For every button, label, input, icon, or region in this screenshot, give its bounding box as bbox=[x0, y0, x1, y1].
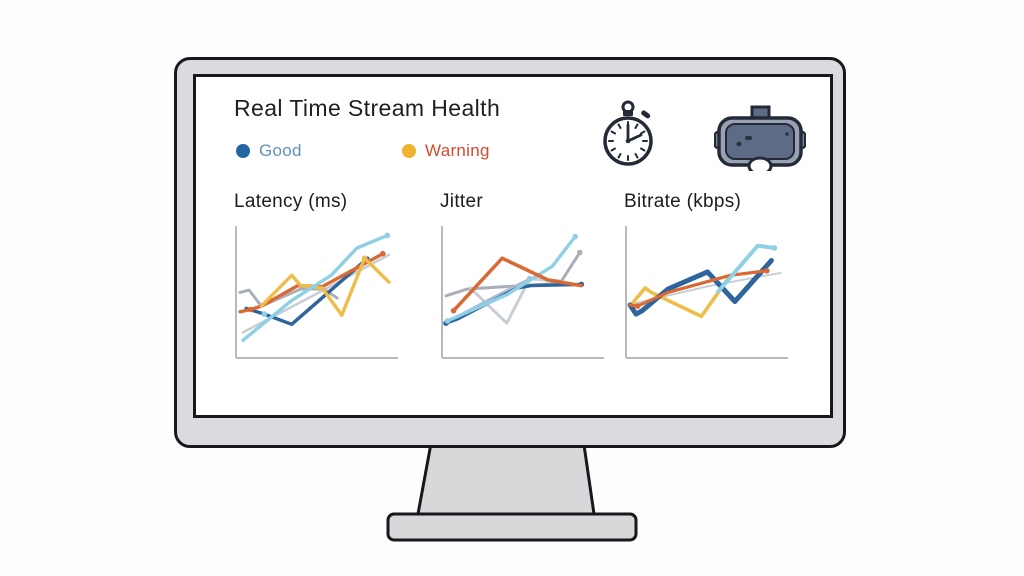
warning-status-dot bbox=[402, 144, 416, 158]
monitor-frame: Real Time Stream Health Good Warning bbox=[174, 57, 846, 448]
trace-good bbox=[627, 258, 774, 317]
monitor-stand bbox=[386, 444, 638, 542]
legend-item-good: Good bbox=[236, 141, 302, 161]
chart-plot-bitrate bbox=[624, 224, 788, 360]
good-status-label: Good bbox=[259, 141, 302, 160]
chart-bitrate: Bitrate (kbps) bbox=[624, 191, 794, 360]
line-chart-svg bbox=[235, 226, 398, 359]
trace-good-marker bbox=[261, 311, 268, 317]
trace-good bbox=[244, 256, 370, 327]
trace-cyan-marker bbox=[384, 232, 391, 239]
trace-orange-marker bbox=[450, 307, 457, 314]
trace-lightgray bbox=[632, 272, 782, 305]
trace-gray-marker bbox=[577, 249, 583, 256]
trace-cyan-marker bbox=[771, 245, 778, 251]
chart-jitter: Jitter bbox=[440, 191, 610, 360]
stopwatch-icon bbox=[603, 100, 653, 166]
trace-orange-marker bbox=[634, 303, 641, 309]
chart-title-jitter: Jitter bbox=[440, 191, 483, 212]
good-status-dot bbox=[236, 144, 250, 158]
chart-title-latency: Latency (ms) bbox=[234, 191, 348, 212]
trace-warning-marker bbox=[361, 255, 368, 261]
trace-orange-marker bbox=[764, 268, 770, 274]
chart-title-bitrate: Bitrate (kbps) bbox=[624, 191, 742, 212]
legend-item-warning: Warning bbox=[402, 141, 490, 161]
line-chart-svg bbox=[441, 226, 604, 359]
trace-cyan-marker bbox=[444, 318, 451, 324]
trace-orange-marker bbox=[380, 250, 386, 257]
trace-cyan-marker bbox=[572, 233, 578, 240]
warning-status-label: Warning bbox=[425, 141, 490, 160]
dashboard-screen: Real Time Stream Health Good Warning bbox=[193, 74, 833, 418]
line-chart-svg bbox=[625, 226, 788, 359]
trace-orange-marker bbox=[247, 306, 254, 313]
trace-cyan bbox=[716, 243, 777, 294]
trace-orange bbox=[451, 256, 584, 313]
chart-plot-jitter bbox=[440, 224, 604, 360]
trace-cyan bbox=[241, 233, 390, 343]
chart-latency: Latency (ms) bbox=[234, 191, 404, 360]
chart-plot-latency bbox=[234, 224, 398, 360]
trace-cyan bbox=[445, 234, 577, 323]
vr-headset-icon bbox=[714, 105, 806, 171]
page-title: Real Time Stream Health bbox=[234, 95, 501, 121]
stand-base bbox=[386, 512, 638, 542]
stand-neck bbox=[416, 444, 596, 516]
trace-warning bbox=[628, 273, 733, 319]
